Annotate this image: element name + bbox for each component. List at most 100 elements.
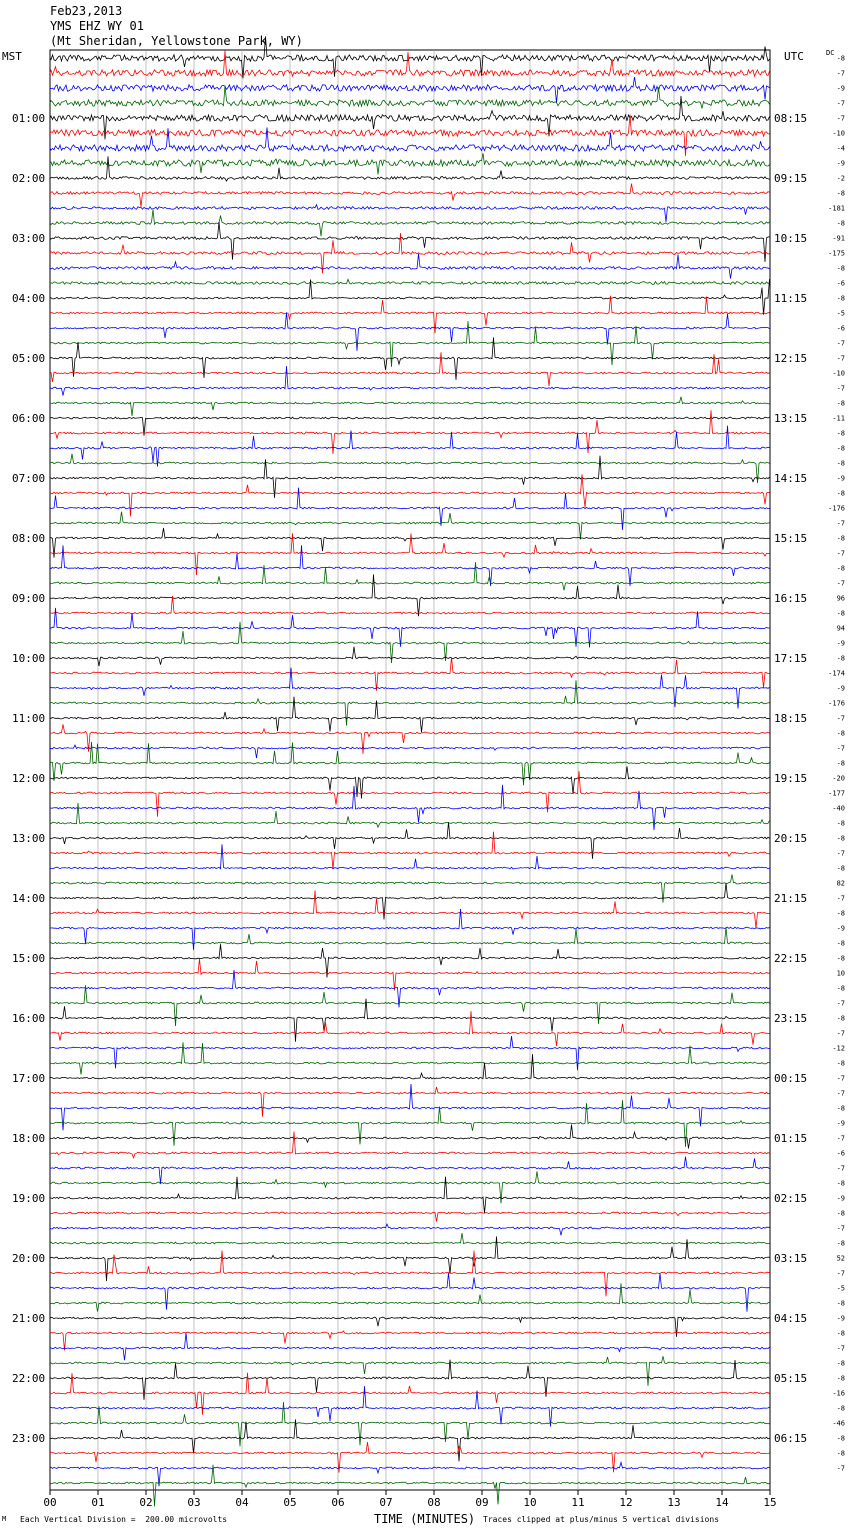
trace-line bbox=[49, 533, 770, 576]
x-tick-label: 08 bbox=[427, 1496, 440, 1509]
mst-hour-label: 16:00 bbox=[12, 1012, 45, 1025]
mst-hour-label: 04:00 bbox=[12, 292, 45, 305]
dc-offset-value: -8 bbox=[837, 1210, 845, 1218]
dc-offset-value: -9 bbox=[837, 640, 845, 648]
dc-offset-value: -7 bbox=[837, 1165, 845, 1173]
dc-offset-value: -8 bbox=[837, 295, 845, 303]
minute-gridlines bbox=[97, 50, 723, 1490]
utc-hour-label: 03:15 bbox=[774, 1252, 807, 1265]
trace-line bbox=[49, 724, 770, 754]
dc-offset-value: -9 bbox=[837, 685, 845, 693]
dc-offset-value: -8 bbox=[837, 730, 845, 738]
trace-line bbox=[50, 1011, 770, 1046]
x-tick-label: 02 bbox=[139, 1496, 152, 1509]
dc-offset-value: -8 bbox=[837, 865, 845, 873]
trace-line bbox=[49, 1316, 770, 1337]
dc-offset-value: -8 bbox=[837, 445, 845, 453]
left-time-labels: 01:00 02:00 03:00 04:00 05:00 06:00 07:00 08:00… bbox=[12, 112, 45, 1445]
mst-hour-label: 15:00 bbox=[12, 952, 45, 965]
dc-offset-value: -7 bbox=[837, 385, 845, 393]
dc-offset-value: -8 bbox=[837, 220, 845, 228]
dc-offset-value: -9 bbox=[837, 1195, 845, 1203]
dc-offset-value: -7 bbox=[837, 70, 845, 78]
trace-line bbox=[49, 474, 770, 517]
trace-line bbox=[49, 156, 770, 182]
dc-offset-value: -7 bbox=[837, 1090, 845, 1098]
trace-line bbox=[49, 1232, 770, 1245]
chart-date: Feb23,2013 bbox=[50, 4, 123, 18]
trace-line bbox=[49, 680, 770, 726]
trace-line bbox=[49, 153, 770, 175]
dc-offset-value: -8 bbox=[837, 400, 845, 408]
dc-offset-value: -8 bbox=[837, 1435, 845, 1443]
trace-line bbox=[49, 410, 770, 454]
trace-line bbox=[49, 1386, 770, 1427]
mst-hour-label: 23:00 bbox=[12, 1432, 45, 1445]
mst-hour-label: 20:00 bbox=[12, 1252, 45, 1265]
trace-line bbox=[49, 744, 770, 759]
trace-line bbox=[50, 1359, 770, 1400]
trace-line bbox=[49, 802, 770, 829]
dc-offset-value: -8 bbox=[837, 1450, 845, 1458]
utc-hour-label: 02:15 bbox=[774, 1192, 807, 1205]
mst-hour-label: 08:00 bbox=[12, 532, 45, 545]
dc-offset-value: -16 bbox=[832, 1390, 845, 1398]
trace-line bbox=[49, 1086, 770, 1117]
dc-offset-value: -5 bbox=[837, 310, 845, 318]
mst-hour-label: 09:00 bbox=[12, 592, 45, 605]
dc-offset-value: -6 bbox=[837, 280, 845, 288]
dc-offset-value: -8 bbox=[837, 610, 845, 618]
trace-line bbox=[49, 844, 770, 870]
dc-offset-value: -8 bbox=[837, 1360, 845, 1368]
x-tick-label: 03 bbox=[187, 1496, 200, 1509]
trace-line bbox=[49, 253, 770, 279]
dc-offset-value: -8 bbox=[837, 760, 845, 768]
utc-label: UTC bbox=[784, 50, 804, 63]
trace-line bbox=[49, 366, 770, 396]
x-tick-label: 12 bbox=[619, 1496, 632, 1509]
dc-offset-value: -7 bbox=[837, 1270, 845, 1278]
dc-offset-value: -7 bbox=[837, 580, 845, 588]
mst-hour-label: 05:00 bbox=[12, 352, 45, 365]
trace-line bbox=[50, 455, 770, 498]
dc-offset-value: -6 bbox=[837, 325, 845, 333]
trace-line bbox=[49, 646, 770, 667]
dc-offset-value: -8 bbox=[837, 655, 845, 663]
trace-line bbox=[50, 908, 770, 950]
trace-line bbox=[49, 927, 770, 945]
dc-offset-value: -10 bbox=[832, 130, 845, 138]
trace-line bbox=[49, 278, 770, 286]
dc-offset-value: -8 bbox=[837, 190, 845, 198]
trace-line bbox=[49, 209, 770, 237]
trace-line bbox=[49, 203, 770, 223]
utc-hour-label: 18:15 bbox=[774, 712, 807, 725]
trace-line bbox=[49, 1042, 770, 1075]
utc-hour-label: 09:15 bbox=[774, 172, 807, 185]
trace-line bbox=[49, 998, 770, 1042]
dc-offset-value: -4 bbox=[837, 145, 845, 153]
x-tick-label: 04 bbox=[235, 1496, 249, 1509]
utc-hour-label: 10:15 bbox=[774, 232, 807, 245]
mst-hour-label: 21:00 bbox=[12, 1312, 45, 1325]
dc-offset-value: -176 bbox=[828, 505, 845, 513]
trace-line bbox=[49, 1236, 770, 1282]
mst-hour-label: 06:00 bbox=[12, 412, 45, 425]
station-code: YMS EHZ WY 01 bbox=[50, 19, 144, 33]
dc-offset-value: -7 bbox=[837, 745, 845, 753]
trace-line bbox=[49, 95, 770, 140]
trace-line bbox=[49, 822, 770, 859]
trace-line bbox=[49, 969, 770, 1008]
mst-hour-label: 12:00 bbox=[12, 772, 45, 785]
trace-line bbox=[49, 50, 770, 78]
trace-line bbox=[49, 1464, 770, 1507]
utc-hour-label: 05:15 bbox=[774, 1372, 807, 1385]
dc-offset-value: -8 bbox=[837, 1300, 845, 1308]
trace-line bbox=[49, 574, 770, 617]
utc-hour-label: 21:15 bbox=[774, 892, 807, 905]
utc-hour-label: 14:15 bbox=[774, 472, 807, 485]
plot-frame bbox=[49, 49, 771, 1491]
mst-label: MST bbox=[2, 50, 22, 63]
mst-hour-label: 14:00 bbox=[12, 892, 45, 905]
mst-hour-label: 22:00 bbox=[12, 1372, 45, 1385]
trace-line bbox=[49, 1124, 770, 1149]
